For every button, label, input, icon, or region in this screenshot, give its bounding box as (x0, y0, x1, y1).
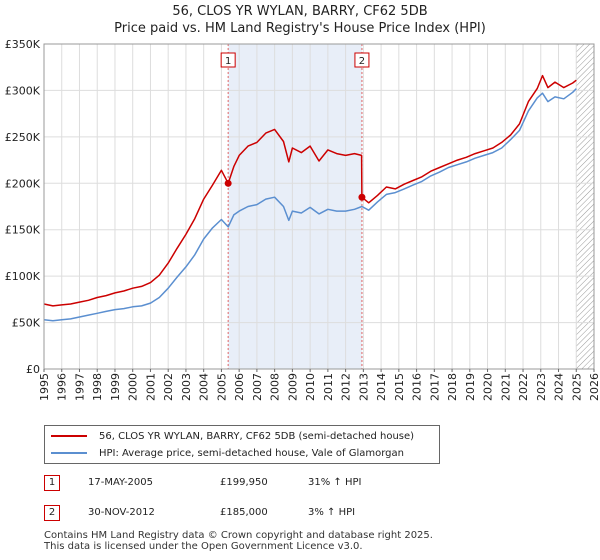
y-tick-label: £150K (5, 224, 41, 237)
chart-subtitle: Price paid vs. HM Land Registry's House … (114, 21, 486, 36)
x-tick-label: 2005 (215, 373, 228, 401)
transaction-date: 17-MAY-2005 (88, 477, 154, 488)
x-tick-label: 2025 (570, 373, 583, 401)
x-tick-label: 2003 (180, 373, 193, 401)
x-tick-label: 1997 (73, 373, 86, 401)
chart-title: 56, CLOS YR WYLAN, BARRY, CF62 5DB (172, 4, 428, 19)
x-tick-label: 2004 (198, 373, 211, 401)
marker-label: 1 (225, 56, 231, 67)
transaction-price: £185,000 (220, 507, 268, 518)
price-chart: 1 2 £0 £50K £100K £150K £200K £250K £300K £350K 19… (5, 38, 600, 401)
x-tick-label: 2017 (428, 373, 441, 401)
legend-label-property: 56, CLOS YR WYLAN, BARRY, CF62 5DB (semi… (99, 430, 415, 442)
x-tick-label: 1995 (38, 373, 51, 401)
x-tick-label: 2006 (233, 373, 246, 401)
legend-swatch-property (51, 435, 87, 437)
y-tick-label: £50K (12, 317, 41, 330)
x-tick-label: 2001 (144, 373, 157, 401)
property-price-line (43, 74, 577, 307)
hpi-line (43, 88, 577, 322)
sale-point (224, 179, 232, 187)
marker-label: 2 (359, 56, 365, 67)
legend-swatch-hpi (51, 452, 87, 454)
transaction-marker-label: 2 (44, 505, 60, 521)
x-tick-label: 2022 (517, 373, 530, 401)
x-tick-label: 2016 (411, 373, 424, 401)
x-tick-label: 2009 (286, 373, 299, 401)
x-tick-label: 2012 (340, 373, 353, 401)
x-tick-label: 2019 (464, 373, 477, 401)
y-tick-label: £250K (5, 131, 41, 144)
x-tick-label: 2007 (251, 373, 264, 401)
footer: Contains HM Land Registry data © Crown c… (44, 530, 433, 552)
x-tick-label: 2015 (393, 373, 406, 401)
sale-point (358, 193, 366, 201)
x-tick-label: 2020 (482, 373, 495, 401)
x-tick-label: 1998 (91, 373, 104, 401)
legend-item-property: 56, CLOS YR WYLAN, BARRY, CF62 5DB (semi… (51, 428, 414, 444)
transaction-hpi-change: 31% ↑ HPI (308, 477, 362, 488)
x-tick-label: 1996 (56, 373, 69, 401)
x-tick-label: 2023 (535, 373, 548, 401)
legend-item-hpi: HPI: Average price, semi-detached house,… (51, 445, 404, 461)
transaction-date: 30-NOV-2012 (88, 507, 155, 518)
y-tick-label: £300K (5, 84, 41, 97)
y-tick-label: £0 (26, 363, 40, 376)
marker-label-box (220, 52, 236, 68)
x-tick-label: 2000 (127, 373, 140, 401)
transaction-marker-label: 1 (44, 475, 60, 491)
x-tick-label: 2018 (446, 373, 459, 401)
x-tick-label: 2014 (375, 373, 388, 401)
plot-border (43, 43, 595, 370)
chart-legend: 56, CLOS YR WYLAN, BARRY, CF62 5DB (semi… (44, 425, 440, 464)
x-tick-label: 2024 (553, 373, 566, 401)
transaction-row: 1 17-MAY-2005 £199,950 31% ↑ HPI (44, 475, 564, 493)
x-tick-label: 2013 (357, 373, 370, 401)
x-tick-label: 2026 (588, 373, 600, 401)
x-tick-label: 2011 (322, 373, 335, 401)
footer-copyright: Contains HM Land Registry data © Crown c… (44, 530, 433, 541)
legend-label-hpi: HPI: Average price, semi-detached house,… (99, 447, 404, 459)
transaction-row: 2 30-NOV-2012 £185,000 3% ↑ HPI (44, 505, 564, 523)
x-tick-label: 2010 (304, 373, 317, 401)
marker-label-box (354, 52, 370, 68)
transaction-price: £199,950 (220, 477, 268, 488)
y-tick-label: £350K (5, 38, 41, 51)
forecast-hatch (576, 44, 594, 369)
x-tick-label: 2021 (499, 373, 512, 401)
y-tick-label: £200K (5, 177, 41, 190)
footer-license: This data is licensed under the Open Gov… (44, 541, 363, 552)
x-tick-label: 2008 (269, 373, 282, 401)
x-tick-label: 1999 (109, 373, 122, 401)
transaction-hpi-change: 3% ↑ HPI (308, 507, 356, 518)
x-tick-label: 2002 (162, 373, 175, 401)
y-tick-label: £100K (5, 270, 41, 283)
